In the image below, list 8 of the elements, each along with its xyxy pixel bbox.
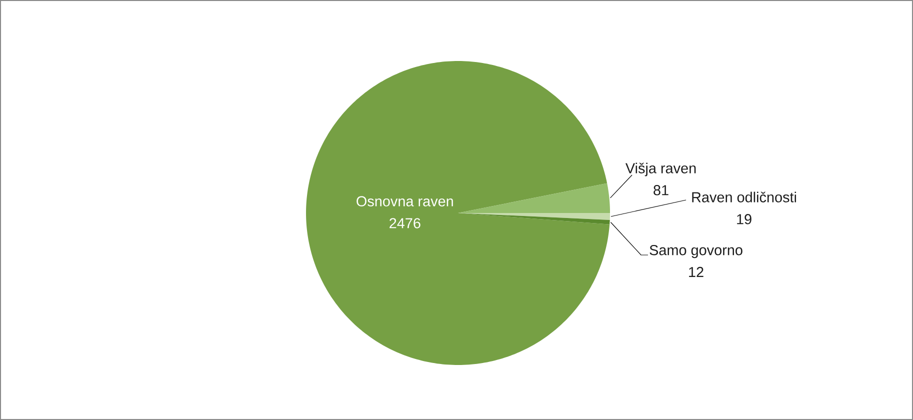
slice-label: Višja raven (625, 162, 696, 176)
slice-label: Osnovna raven (356, 196, 453, 206)
data-label: 81 (654, 185, 668, 196)
data-label: 19 (737, 214, 752, 224)
slice-label: Raven odličnosti (692, 192, 796, 202)
data-label: 2476 (390, 218, 420, 228)
slice-label: Samo govorno (650, 244, 742, 258)
data-label: 12 (689, 266, 704, 277)
